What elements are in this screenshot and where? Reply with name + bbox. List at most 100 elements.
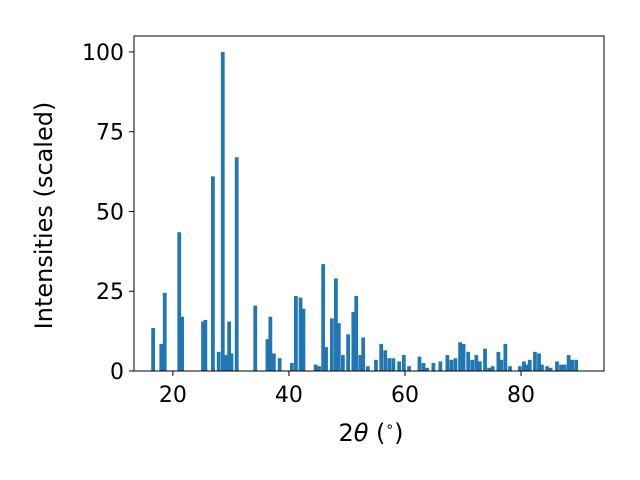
bar <box>351 311 356 371</box>
bar <box>562 364 567 371</box>
bar <box>483 348 487 371</box>
bar <box>387 358 392 371</box>
bar <box>574 359 579 371</box>
bar <box>298 297 303 371</box>
bar <box>177 232 182 371</box>
bar <box>453 358 458 371</box>
bar <box>431 363 436 371</box>
bar <box>508 366 512 371</box>
x-axis-label: 2θ (∘) <box>338 419 403 447</box>
bar <box>540 364 544 371</box>
bar <box>490 366 495 371</box>
bar <box>445 355 450 371</box>
bar <box>271 353 276 371</box>
bar <box>159 343 164 371</box>
y-tick-label: 100 <box>82 41 124 66</box>
bar <box>537 353 541 371</box>
bar <box>555 361 559 371</box>
bar <box>324 347 328 371</box>
y-axis-label: Intensities (scaled) <box>30 102 58 330</box>
bar <box>162 292 167 371</box>
bar <box>294 296 298 371</box>
bar <box>365 366 370 371</box>
y-axis-ticks: 0 25 50 75 100 <box>82 41 134 385</box>
bar <box>499 359 504 371</box>
bar <box>180 316 185 371</box>
bar <box>417 356 422 371</box>
bar <box>313 364 318 371</box>
bar <box>496 351 501 371</box>
bar <box>358 355 363 371</box>
x-axis-label-part: θ <box>354 419 369 447</box>
bar <box>268 316 273 371</box>
bar <box>346 334 350 371</box>
bar <box>559 364 563 371</box>
bar <box>201 321 205 371</box>
bar <box>341 355 345 371</box>
x-tick-label: 20 <box>159 383 187 408</box>
bar <box>211 176 215 371</box>
bar <box>383 350 388 371</box>
bar <box>301 308 306 371</box>
x-tick-label: 80 <box>507 383 535 408</box>
bar <box>203 319 208 371</box>
bar <box>407 366 411 371</box>
bar <box>487 367 491 371</box>
y-tick-label: 0 <box>110 360 124 385</box>
bar <box>151 327 156 371</box>
bar <box>321 264 326 371</box>
bar <box>224 355 229 371</box>
bar <box>522 361 526 371</box>
bar <box>229 353 234 371</box>
bar <box>461 343 466 371</box>
x-axis-label-part: ) <box>394 419 403 447</box>
bar <box>354 296 359 371</box>
x-axis-label-part: ( <box>368 419 385 447</box>
bar <box>449 359 454 371</box>
bar <box>438 361 443 371</box>
bar <box>527 359 532 371</box>
bar <box>374 359 378 371</box>
bar <box>361 337 366 371</box>
bar <box>253 305 258 371</box>
bar <box>421 363 426 371</box>
x-axis-label-part: ∘ <box>385 419 394 435</box>
bar <box>227 321 232 371</box>
bar <box>234 157 239 371</box>
bar <box>220 51 225 371</box>
bar <box>548 367 553 371</box>
y-tick-label: 75 <box>96 121 124 146</box>
bar <box>524 364 529 371</box>
x-axis-ticks: 20 40 60 80 <box>159 371 535 408</box>
bar <box>466 351 471 371</box>
bar <box>391 358 396 371</box>
bar <box>533 351 537 371</box>
plot-frame <box>133 35 605 372</box>
x-axis-label-part: 2 <box>338 419 353 447</box>
bar <box>334 278 338 371</box>
bar <box>458 342 462 371</box>
bar <box>503 343 508 371</box>
bar <box>566 355 571 371</box>
bar <box>397 361 402 371</box>
bar <box>265 339 270 371</box>
bar <box>517 366 522 371</box>
bar <box>277 358 282 371</box>
bar <box>329 318 334 371</box>
bar <box>477 361 482 371</box>
bar <box>379 343 384 371</box>
bar <box>470 359 475 371</box>
y-tick-label: 25 <box>96 280 124 305</box>
bar <box>401 355 406 371</box>
bar <box>336 323 341 371</box>
bar <box>425 367 429 371</box>
bar <box>545 366 550 371</box>
bar-series <box>151 51 579 371</box>
bar <box>289 363 294 371</box>
bar <box>570 359 574 371</box>
bar <box>317 366 321 371</box>
bar <box>216 351 221 371</box>
y-tick-label: 50 <box>96 200 124 225</box>
